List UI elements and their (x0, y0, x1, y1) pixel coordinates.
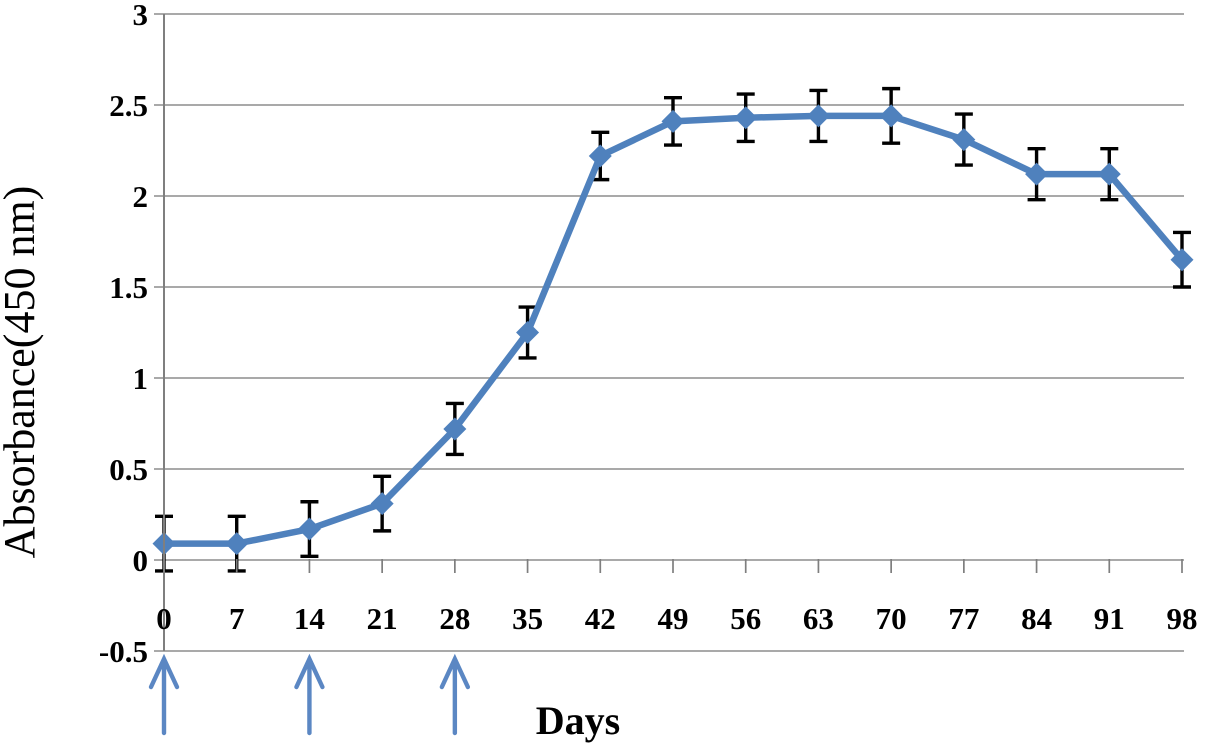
data-point-marker (297, 517, 321, 541)
data-point-marker (879, 104, 903, 128)
x-tick-label: 7 (229, 601, 245, 636)
tick-label-layer: -0.500.511.522.530 7 14 21 28 35 42 49 56 63 70 77 8… (99, 0, 1198, 669)
y-axis-title: Absorbance(450 nm) (0, 186, 44, 559)
x-tick-label: 21 (367, 601, 398, 636)
data-point-marker (516, 321, 540, 344)
y-tick-label: 0.5 (109, 452, 148, 487)
x-tick-label: 42 (585, 601, 616, 636)
data-point-marker (952, 128, 976, 152)
series-layer (152, 104, 1194, 556)
x-tick-label: 84 (1021, 601, 1052, 636)
data-point-marker (443, 417, 467, 441)
data-point-marker (661, 109, 685, 133)
x-tick-label: 28 (439, 601, 470, 636)
y-tick-label: -0.5 (99, 634, 148, 669)
annotation-layer (148, 653, 471, 736)
x-axis-title: Days (536, 698, 620, 743)
data-point-marker (806, 104, 830, 128)
data-point-marker (370, 492, 394, 516)
x-tick-label: 77 (948, 601, 979, 636)
y-tick-label: 0 (133, 543, 149, 578)
up-arrow (148, 653, 180, 736)
y-tick-label: 3 (133, 0, 149, 32)
up-arrow (439, 653, 471, 736)
data-point-marker (734, 106, 758, 130)
x-tick-label: 56 (730, 601, 761, 636)
error-bar-layer (155, 86, 1191, 573)
x-tick-label: 70 (876, 601, 907, 636)
up-arrow (294, 653, 325, 736)
y-tick-label: 2 (133, 179, 149, 214)
grid-layer (154, 13, 1184, 652)
y-tick-label: 1.5 (109, 270, 148, 305)
axis-layer (163, 14, 1183, 651)
x-tick-label: 14 (294, 601, 325, 636)
data-point-marker (1097, 162, 1121, 186)
x-tick-label: 0 (156, 601, 172, 636)
data-point-marker (1170, 248, 1194, 272)
series-line (160, 112, 1186, 547)
data-point-marker (1025, 162, 1049, 186)
data-point-marker (225, 532, 249, 556)
data-point-marker (588, 144, 612, 168)
y-tick-label: 2.5 (109, 88, 148, 123)
x-tick-label: 98 (1167, 601, 1198, 636)
x-tick-label: 91 (1094, 601, 1125, 636)
y-tick-label: 1 (133, 361, 149, 396)
x-tick-label: 35 (512, 601, 543, 636)
x-tick-label: 63 (803, 601, 834, 636)
x-tick-label: 49 (658, 601, 689, 636)
